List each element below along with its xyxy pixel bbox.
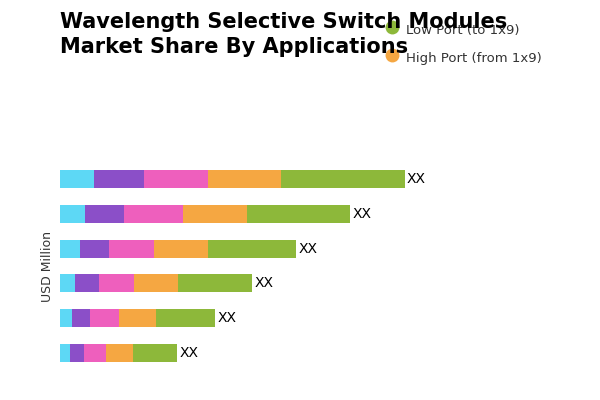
Bar [60, 274, 75, 292]
Bar [119, 309, 156, 327]
Bar [60, 205, 85, 223]
Bar [281, 170, 404, 188]
Text: XX: XX [254, 276, 274, 290]
Bar [178, 274, 252, 292]
Bar [143, 170, 208, 188]
Bar [134, 274, 178, 292]
Bar [133, 344, 177, 362]
Bar [60, 309, 73, 327]
Bar [124, 205, 183, 223]
Bar [60, 170, 94, 188]
Bar [80, 240, 109, 258]
Y-axis label: USD Million: USD Million [41, 230, 55, 302]
Bar [60, 344, 70, 362]
Bar [156, 309, 215, 327]
Bar [83, 344, 106, 362]
Legend: Low Port (to 1x9), High Port (from 1x9): Low Port (to 1x9), High Port (from 1x9) [379, 14, 548, 72]
Text: Wavelength Selective Switch Modules
Market Share By Applications: Wavelength Selective Switch Modules Mark… [60, 12, 507, 57]
Bar [94, 170, 143, 188]
Text: XX: XX [407, 172, 426, 186]
Bar [85, 205, 124, 223]
Bar [154, 240, 208, 258]
Bar [60, 240, 80, 258]
Bar [208, 240, 296, 258]
Text: XX: XX [217, 311, 236, 325]
Text: XX: XX [179, 346, 199, 360]
Bar [70, 344, 83, 362]
Text: XX: XX [353, 207, 372, 221]
Bar [100, 274, 134, 292]
Bar [208, 170, 281, 188]
Bar [89, 309, 119, 327]
Bar [75, 274, 100, 292]
Bar [109, 240, 154, 258]
Text: XX: XX [299, 242, 318, 256]
Bar [183, 205, 247, 223]
Bar [106, 344, 133, 362]
Bar [247, 205, 350, 223]
Bar [73, 309, 89, 327]
